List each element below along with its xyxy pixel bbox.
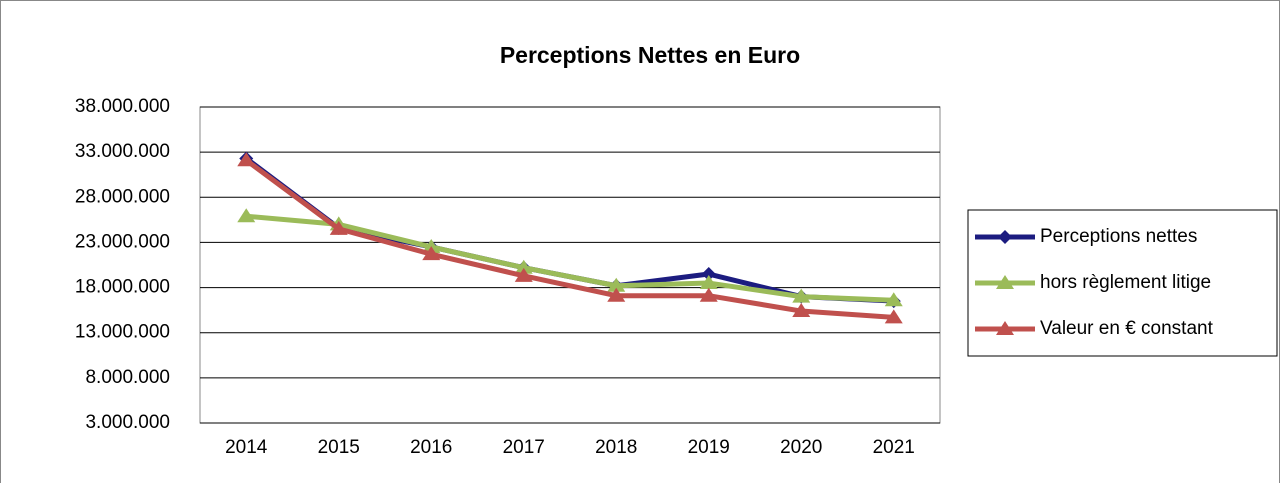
plot-area	[199, 106, 941, 424]
y-tick-label: 3.000.000	[85, 412, 170, 433]
x-tick-label: 2016	[410, 437, 452, 458]
y-tick-label: 38.000.000	[75, 96, 170, 117]
data-point	[884, 309, 903, 324]
legend-marker	[998, 230, 1012, 244]
legend-marker	[996, 321, 1014, 335]
series-line	[246, 213, 894, 303]
chart-title: Perceptions Nettes en Euro	[500, 42, 800, 68]
x-tick-label: 2015	[318, 437, 360, 458]
x-tick-label: 2021	[873, 437, 915, 458]
data-point	[607, 287, 626, 302]
data-point	[607, 277, 626, 292]
data-point	[792, 303, 811, 318]
y-tick-label: 33.000.000	[75, 141, 170, 162]
y-tick-label: 13.000.000	[75, 322, 170, 343]
x-tick-label: 2020	[780, 437, 822, 458]
x-tick-label: 2017	[503, 437, 545, 458]
data-point	[699, 287, 718, 302]
data-point	[329, 220, 348, 235]
data-point	[514, 259, 533, 274]
data-point	[884, 292, 903, 307]
x-tick-label: 2018	[595, 437, 637, 458]
data-point	[422, 238, 441, 253]
legend-marker	[996, 275, 1014, 289]
x-tick-label: 2014	[225, 437, 268, 458]
y-tick-label: 8.000.000	[85, 367, 170, 388]
legend-label: Valeur en € constant	[1040, 318, 1214, 339]
x-tick-label: 2019	[688, 437, 730, 458]
y-tick-label: 23.000.000	[75, 231, 170, 252]
y-tick-label: 18.000.000	[75, 277, 170, 298]
data-point	[514, 267, 533, 282]
data-point	[237, 208, 256, 223]
data-point	[699, 275, 718, 290]
data-point	[792, 288, 811, 303]
series-line	[244, 158, 894, 320]
data-point	[422, 246, 441, 261]
data-point	[701, 267, 716, 282]
legend-label: hors règlement litige	[1040, 272, 1211, 293]
y-tick-label: 28.000.000	[75, 186, 170, 207]
data-point	[237, 152, 256, 167]
legend-label: Perceptions nettes	[1040, 226, 1197, 247]
